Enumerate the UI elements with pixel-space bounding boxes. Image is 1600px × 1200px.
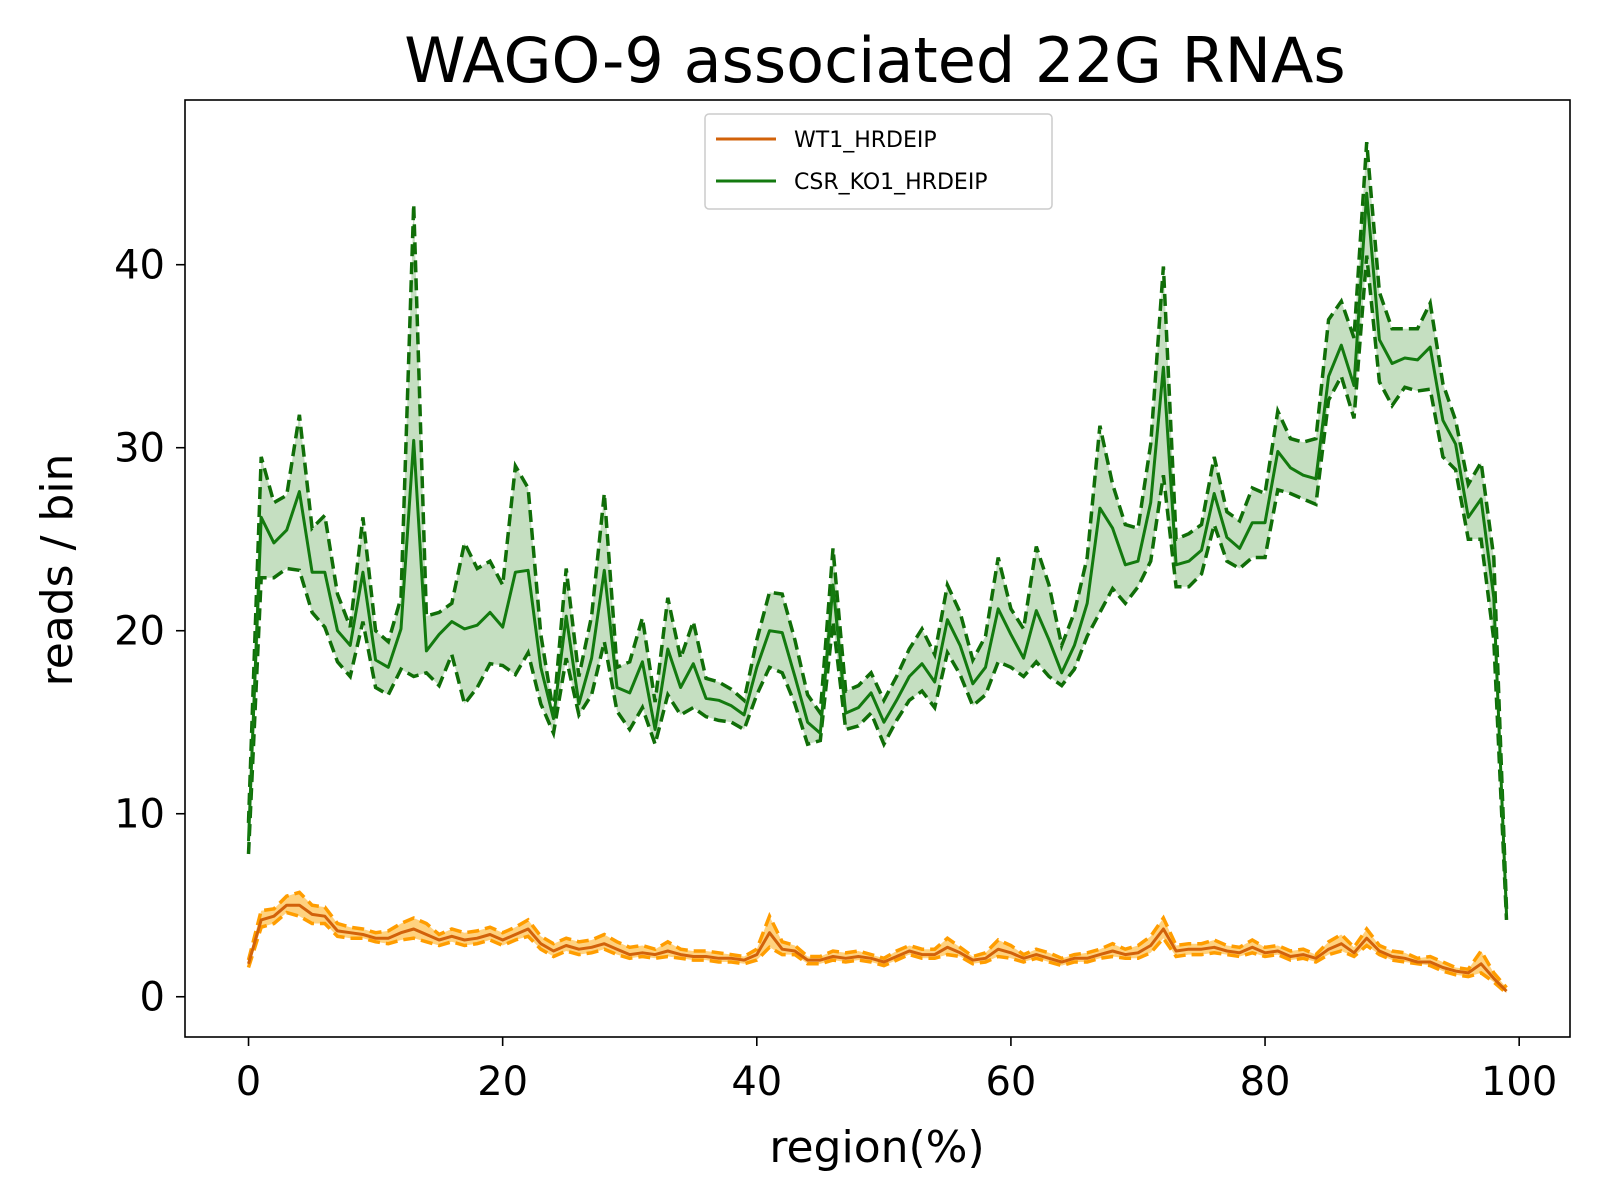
x-tick-label: 100	[1481, 1059, 1557, 1105]
chart-title: WAGO-9 associated 22G RNAs	[404, 24, 1346, 97]
y-tick-label: 30	[114, 426, 165, 472]
series-1	[246, 141, 1509, 920]
x-axis-title: region(%)	[769, 1122, 984, 1173]
series-lower-bound	[246, 910, 1508, 995]
series-upper-bound	[246, 141, 1509, 909]
x-tick-label: 0	[236, 1059, 261, 1105]
x-tick-label: 60	[985, 1059, 1036, 1105]
y-tick-label: 0	[140, 975, 165, 1021]
x-tick-label: 40	[731, 1059, 782, 1105]
legend-label-wt1: WT1_HRDEIP	[794, 128, 937, 153]
legend-label-csr-ko1: CSR_KO1_HRDEIP	[794, 170, 988, 195]
y-tick-label: 40	[114, 243, 165, 289]
series-line	[247, 191, 1508, 915]
x-axis: 0 20 40 60 80 100	[236, 1037, 1557, 1105]
series-upper-bound	[246, 890, 1508, 989]
x-tick-label: 80	[1240, 1059, 1291, 1105]
plot-area	[184, 99, 1571, 1038]
series-band	[248, 142, 1507, 920]
series-line	[247, 903, 1508, 993]
legend: WT1_HRDEIP CSR_KO1_HRDEIP	[704, 113, 1053, 210]
plot-frame	[184, 99, 1571, 1038]
y-axis: 0 10 20 30 40	[114, 243, 185, 1021]
legend-box	[704, 113, 1053, 210]
y-tick-label: 10	[114, 792, 165, 838]
series-0	[246, 890, 1508, 995]
series-layer	[246, 141, 1509, 995]
series-lower-bound	[246, 255, 1509, 920]
x-tick-label: 20	[477, 1059, 528, 1105]
y-axis-title: reads / bin	[32, 454, 83, 687]
y-tick-label: 20	[114, 609, 165, 655]
